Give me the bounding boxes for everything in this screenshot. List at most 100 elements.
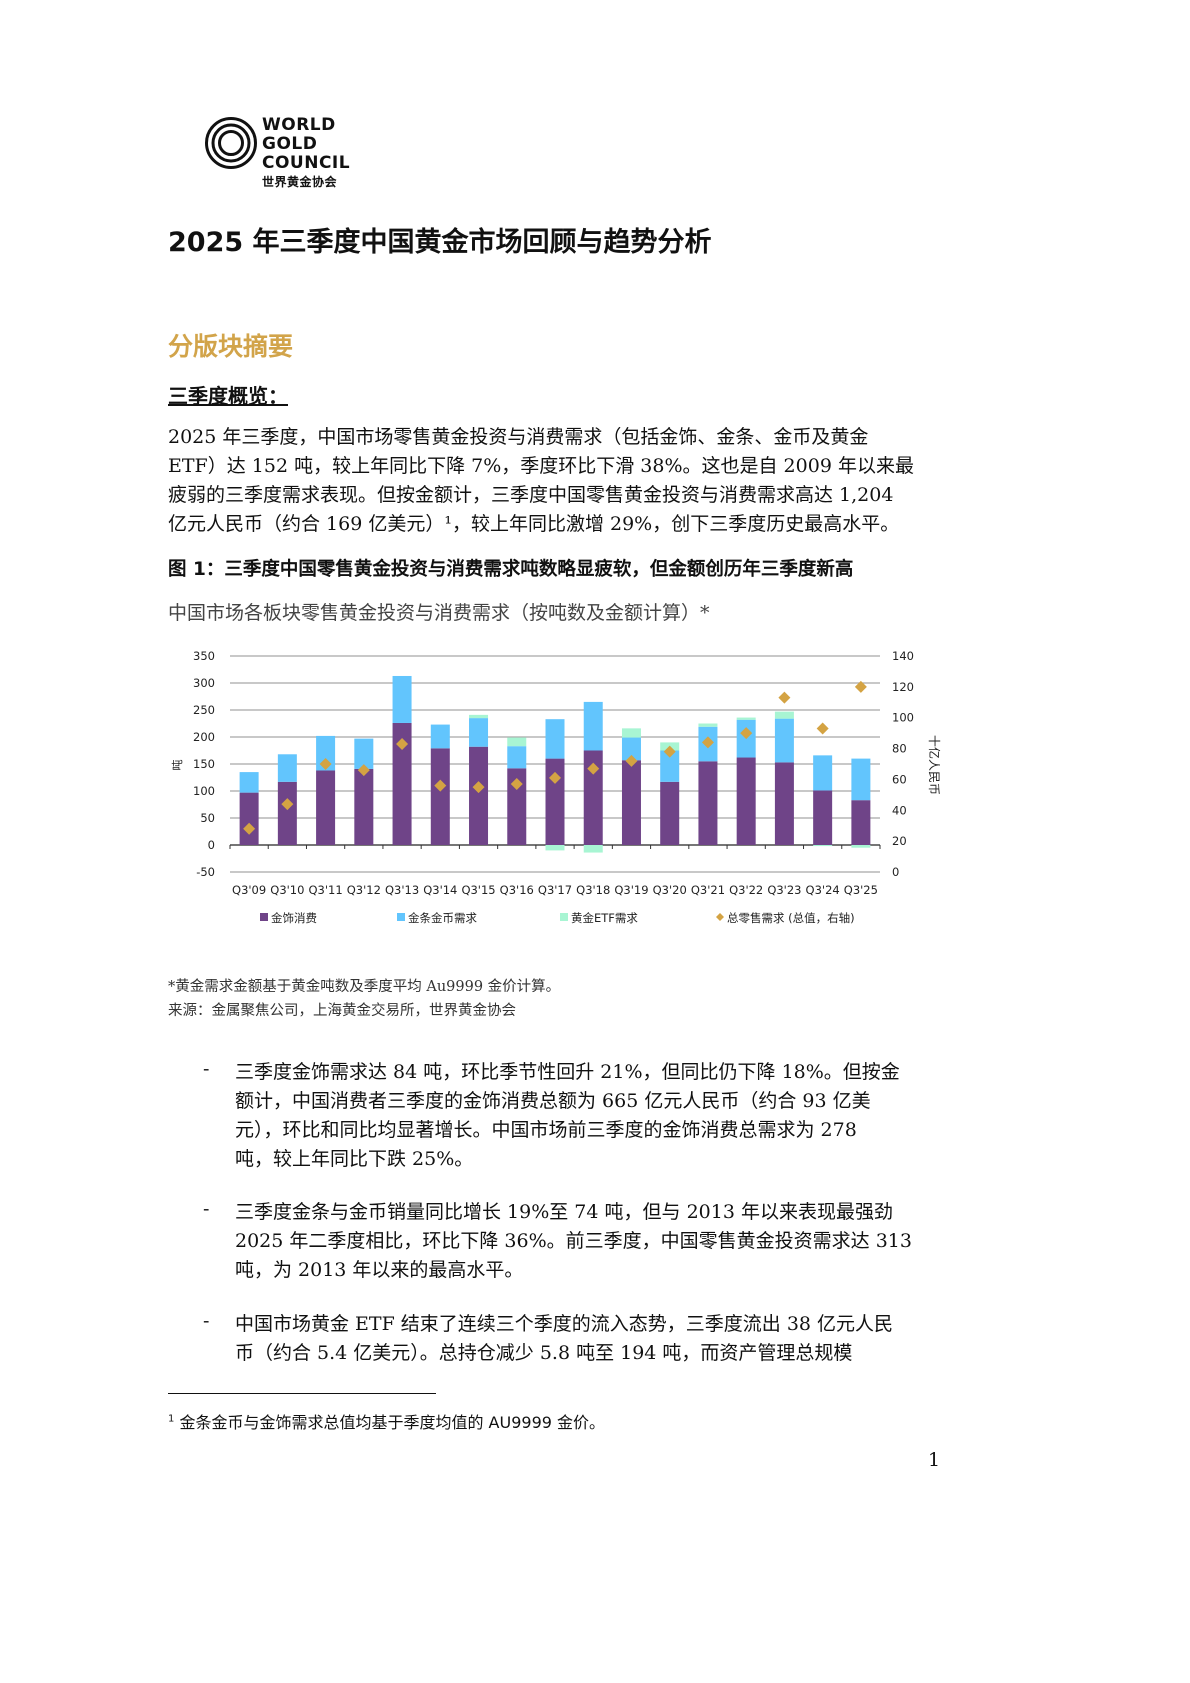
total-demand-marker xyxy=(243,822,256,835)
bar-segment xyxy=(430,748,450,845)
x-tick-label: Q3'16 xyxy=(500,883,534,897)
page-title: 2025 年三季度中国黄金市场回顾与趋势分析 xyxy=(168,227,712,258)
bar-segment xyxy=(851,800,871,845)
bar-segment xyxy=(851,758,871,801)
legend-swatch xyxy=(560,913,568,921)
intro-paragraph: 2025 年三季度，中国市场零售黄金投资与消费需求（包括金饰、金条、金币及黄金 … xyxy=(168,423,943,539)
y-tick-label: 300 xyxy=(193,676,215,690)
bar-segment xyxy=(736,717,756,720)
text-line: 三季度金条与金币销量同比增长 19%至 74 吨，但与 2013 年以来表现最强… xyxy=(235,1201,893,1223)
bar-segment xyxy=(813,845,833,847)
demand-chart: -50 0 50 100 150 200 250 300 350 0 20 40 60 80 100 120 1… xyxy=(171,649,942,925)
legend-swatch xyxy=(260,913,268,921)
x-tick-label: Q3'19 xyxy=(614,883,648,897)
legend-label: 黄金ETF需求 xyxy=(571,911,638,925)
total-demand-marker xyxy=(319,758,332,770)
text-line: 吨，为 2013 年以来的最高水平。 xyxy=(235,1259,524,1281)
bar-segment xyxy=(507,737,527,747)
rings-logo-icon xyxy=(205,117,257,169)
y-right-tick-label: 100 xyxy=(892,711,914,725)
legend-label: 金饰消费 xyxy=(271,911,317,925)
bar-segment xyxy=(621,737,641,761)
total-demand-marker xyxy=(510,778,523,791)
total-demand-marker xyxy=(778,691,791,704)
bar-segment xyxy=(698,723,718,727)
page-number: 1 xyxy=(928,1449,941,1471)
text-line: ETF）达 152 吨，较上年同比下降 7%，季度环比下滑 38%。这也是自 2… xyxy=(168,455,914,477)
bar-segment xyxy=(430,724,450,749)
logo-cn: 世界黄金协会 xyxy=(262,175,338,189)
bar-segment xyxy=(277,781,297,845)
subheading: 三季度概览： xyxy=(168,384,288,408)
bullet-item: 中国市场黄金 ETF 结束了连续三个季度的流入态势，三季度流出 38 亿元人民币… xyxy=(235,1310,935,1368)
x-tick-label: Q3'11 xyxy=(309,883,343,897)
total-demand-marker xyxy=(587,762,600,775)
bullet-dash: - xyxy=(203,1198,210,1220)
y-tick-label: 100 xyxy=(193,784,215,798)
bar-segment xyxy=(392,675,412,723)
total-demand-marker xyxy=(663,745,676,758)
bar-segment xyxy=(736,757,756,845)
x-tick-label: Q3'18 xyxy=(576,883,610,897)
y-tick-label: 150 xyxy=(193,757,215,771)
bar-segment xyxy=(660,781,680,845)
legend-label: 总零售需求 (总值，右轴) xyxy=(727,911,855,925)
text-line: 2025 年二季度相比，环比下降 36%。前三季度，中国零售黄金投资需求达 31… xyxy=(235,1230,912,1252)
bar-segment xyxy=(316,735,336,771)
total-demand-marker xyxy=(701,736,714,749)
bar-segment xyxy=(774,718,794,763)
y-tick-label: 0 xyxy=(208,838,215,852)
y-axis-label: 吨 xyxy=(171,760,184,771)
bar-segment xyxy=(545,845,565,851)
bullet-item: 三季度金条与金币销量同比增长 19%至 74 吨，但与 2013 年以来表现最强… xyxy=(235,1198,935,1285)
y-tick-label: 50 xyxy=(200,811,215,825)
bar-segment xyxy=(583,701,603,751)
footnote: 1 金条金币与金饰需求总值均基于季度均值的 AU9999 金价。 xyxy=(168,1409,605,1433)
world-gold-council-logo xyxy=(204,116,258,174)
bar-segment xyxy=(354,768,374,845)
logo-line: WORLD xyxy=(262,115,336,135)
total-demand-marker xyxy=(281,798,294,811)
x-tick-label: Q3'21 xyxy=(691,883,725,897)
bar-segment xyxy=(354,738,374,769)
y-right-tick-label: 80 xyxy=(892,742,907,756)
figure-subtitle: 中国市场各板块零售黄金投资与消费需求（按吨数及金额计算）* xyxy=(168,602,710,624)
x-tick-label: Q3'15 xyxy=(461,883,495,897)
y-tick-label: 350 xyxy=(193,649,215,663)
x-tick-label: Q3'23 xyxy=(767,883,801,897)
bullet-dash: - xyxy=(203,1058,210,1080)
chart-note: *黄金需求金额基于黄金吨数及季度平均 Au9999 金价计算。 xyxy=(168,979,561,995)
x-tick-label: Q3'25 xyxy=(844,883,878,897)
text-line: 亿元人民币（约合 169 亿美元）¹，较上年同比激增 29%，创下三季度历史最高… xyxy=(168,513,900,535)
y-tick-label: 250 xyxy=(193,703,215,717)
logo-wordmark: WORLD GOLD COUNCIL 世界黄金协会 xyxy=(262,116,350,192)
y-right-tick-label: 120 xyxy=(892,680,914,694)
bar-segment xyxy=(583,750,603,845)
bar-segment xyxy=(621,728,641,738)
logo-line: COUNCIL xyxy=(262,153,351,173)
footnote-marker: 1 xyxy=(168,1413,175,1425)
bar-segment xyxy=(316,770,336,845)
bar-segment xyxy=(851,845,871,848)
total-demand-marker xyxy=(854,680,867,693)
x-tick-label: Q3'13 xyxy=(385,883,419,897)
bar-segment xyxy=(392,722,412,845)
bullet-dash: - xyxy=(203,1310,210,1332)
x-tick-label: Q3'24 xyxy=(806,883,840,897)
legend-label: 金条金币需求 xyxy=(408,911,477,925)
total-demand-marker xyxy=(396,737,409,750)
bar-segment xyxy=(507,746,527,769)
y-right-tick-label: 140 xyxy=(892,649,914,663)
footnote-text: 金条金币与金饰需求总值均基于季度均值的 AU9999 金价。 xyxy=(179,1413,606,1432)
total-demand-marker xyxy=(816,722,829,735)
x-tick-label: Q3'22 xyxy=(729,883,763,897)
bar-segment xyxy=(660,750,680,782)
bar-segment xyxy=(813,755,833,791)
text-line: 中国市场黄金 ETF 结束了连续三个季度的流入态势，三季度流出 38 亿元人民 xyxy=(235,1313,894,1335)
bar-segment xyxy=(469,718,489,747)
y-tick-label: 200 xyxy=(193,730,215,744)
bar-segment xyxy=(545,719,565,759)
bar-segment xyxy=(774,762,794,845)
y-right-tick-label: 60 xyxy=(892,772,907,786)
